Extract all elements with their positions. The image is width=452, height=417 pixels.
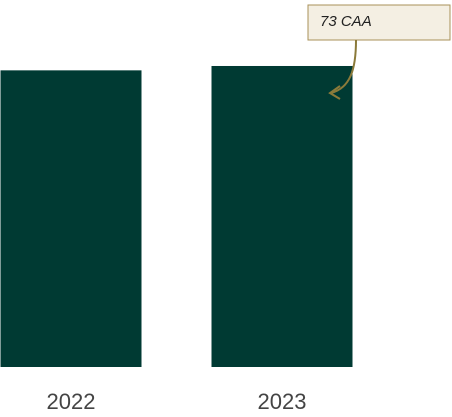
x-tick-label: 2023 — [258, 389, 307, 414]
annotation: 73 CAA — [320, 13, 372, 30]
bar — [211, 65, 353, 368]
x-tick-label: 2022 — [47, 389, 96, 414]
annotation-box — [307, 4, 451, 41]
bar — [0, 70, 142, 367]
arrow-head — [328, 85, 341, 100]
annotation-arrow — [330, 39, 357, 94]
